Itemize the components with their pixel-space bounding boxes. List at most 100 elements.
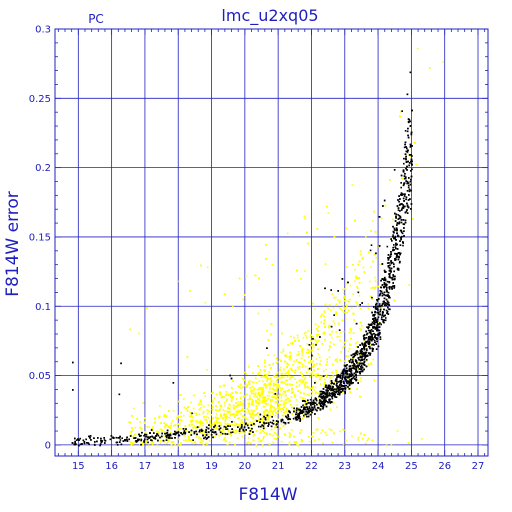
scatter-point (263, 410, 266, 413)
scatter-point (185, 430, 187, 432)
scatter-point (300, 278, 302, 280)
scatter-point (307, 436, 310, 438)
scatter-point (303, 403, 306, 405)
scatter-point (307, 368, 310, 371)
scatter-point (159, 442, 162, 444)
scatter-point (335, 331, 338, 333)
scatter-point (283, 433, 286, 435)
scatter-point (209, 421, 211, 424)
scatter-point (190, 421, 193, 423)
scatter-point (226, 410, 228, 413)
scatter-point (153, 422, 156, 424)
scatter-point (220, 424, 223, 427)
scatter-point (200, 407, 202, 409)
scatter-point (310, 344, 312, 347)
scatter-point (269, 381, 271, 384)
scatter-point (256, 396, 258, 398)
scatter-point (352, 366, 355, 368)
scatter-point (274, 408, 277, 410)
scatter-point (170, 432, 172, 434)
scatter-point (165, 423, 168, 426)
scatter-point (239, 404, 242, 406)
scatter-point (262, 390, 265, 393)
scatter-point (272, 410, 274, 413)
scatter-point (254, 419, 257, 422)
scatter-point (229, 433, 231, 435)
scatter-point (158, 415, 161, 418)
scatter-point (263, 361, 266, 364)
scatter-point (254, 394, 256, 396)
scatter-point (313, 374, 316, 376)
scatter-point (230, 400, 233, 402)
scatter-point (365, 359, 368, 361)
scatter-point (344, 303, 347, 306)
scatter-point (356, 304, 359, 307)
scatter-point (342, 346, 344, 349)
scatter-point (258, 399, 261, 402)
scatter-point (233, 421, 236, 423)
scatter-point (300, 439, 303, 441)
scatter-point (254, 424, 256, 426)
scatter-point (285, 408, 288, 410)
scatter-point (283, 411, 285, 414)
scatter-point (293, 336, 295, 339)
scatter-point (273, 393, 275, 395)
scatter-point (290, 403, 292, 406)
scatter-point (245, 417, 248, 420)
scatter-point (351, 435, 353, 437)
scatter-point (344, 363, 346, 366)
scatter-point (199, 441, 201, 444)
scatter-point (325, 374, 328, 376)
scatter-point (248, 380, 251, 382)
scatter-point (280, 396, 283, 399)
scatter-point (219, 421, 221, 424)
scatter-point (190, 401, 192, 404)
scatter-point (255, 430, 258, 432)
scatter-point (225, 400, 227, 402)
scatter-point (240, 412, 242, 415)
scatter-point (226, 425, 228, 428)
scatter-point (269, 407, 272, 409)
scatter-point (170, 424, 172, 427)
scatter-point (211, 408, 214, 411)
scatter-point (302, 398, 304, 400)
scatter-point (296, 334, 299, 337)
scatter-point (352, 293, 354, 296)
scatter-point (352, 264, 354, 266)
scatter-point (279, 403, 281, 406)
scatter-point (242, 431, 244, 433)
scatter-point (331, 441, 334, 444)
scatter-point (359, 307, 362, 310)
scatter-point (265, 410, 267, 413)
scatter-point (303, 414, 305, 417)
scatter-point (202, 405, 205, 408)
scatter-point (333, 381, 336, 383)
scatter-point (374, 231, 377, 233)
scatter-point (133, 440, 136, 443)
scatter-point (164, 426, 166, 429)
scatter-point (343, 297, 345, 299)
scatter-point (216, 427, 219, 430)
scatter-point (339, 332, 342, 334)
scatter-point (402, 184, 405, 187)
scatter-point (129, 421, 131, 424)
scatter-point (279, 407, 282, 410)
scatter-point (131, 442, 133, 444)
scatter-point (262, 375, 265, 378)
scatter-point (261, 444, 264, 447)
scatter-point (246, 393, 248, 396)
scatter-point (323, 319, 326, 321)
scatter-point (267, 339, 270, 341)
scatter-point (296, 404, 298, 406)
scatter-point (354, 268, 356, 271)
scatter-point (356, 346, 358, 348)
scatter-point (343, 295, 345, 297)
scatter-point (226, 416, 228, 418)
scatter-point (219, 393, 221, 396)
scatter-point (250, 430, 253, 433)
scatter-point (165, 436, 168, 439)
scatter-point (242, 415, 244, 417)
scatter-point (228, 403, 231, 406)
scatter-point (220, 433, 222, 436)
scatter-point (282, 414, 285, 417)
